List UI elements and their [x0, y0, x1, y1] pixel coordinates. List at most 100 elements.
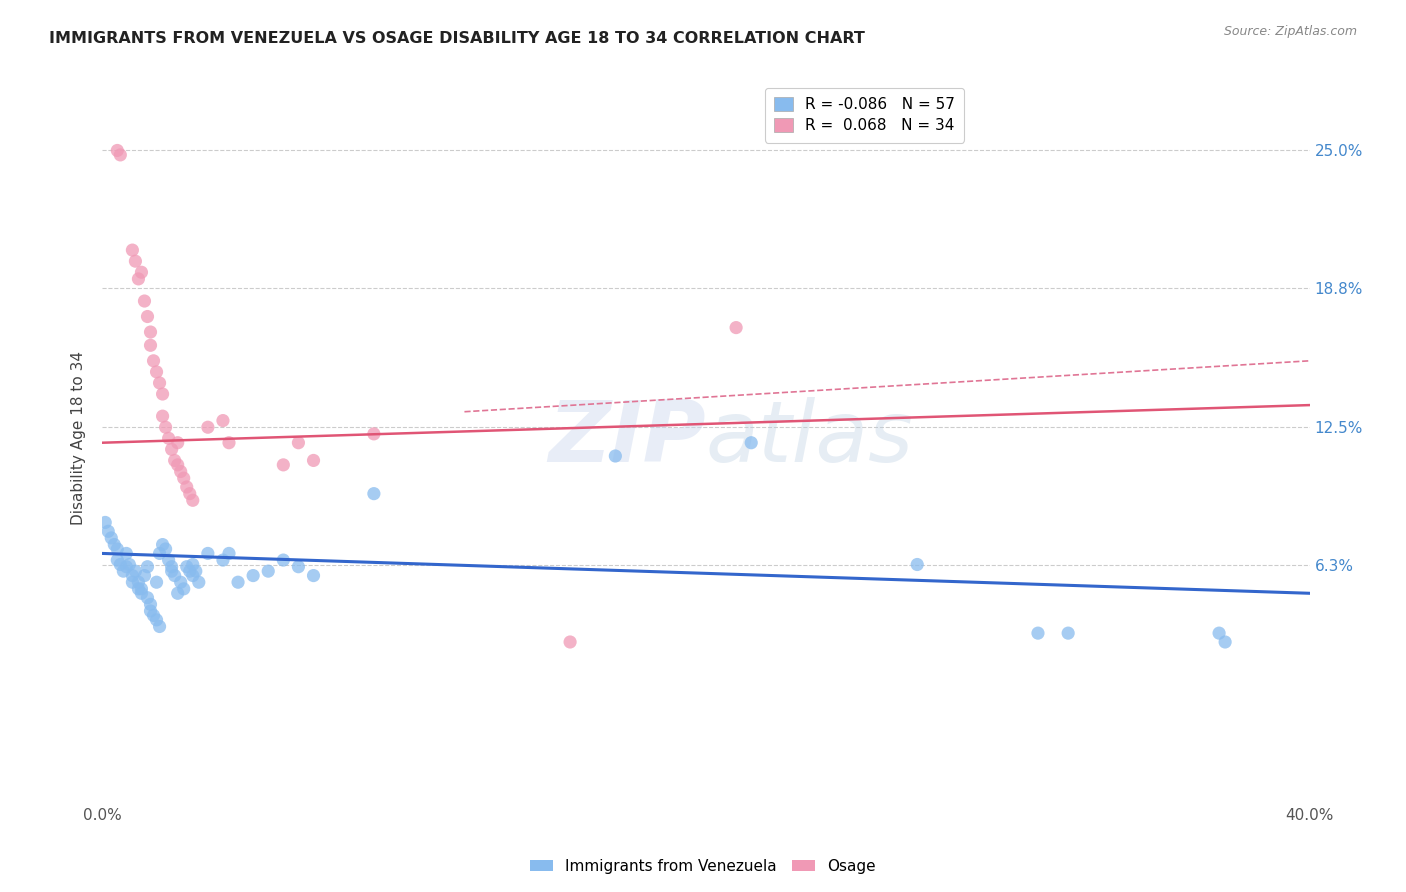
Point	[131, 586, 153, 600]
Point	[103, 538, 125, 552]
Point	[218, 435, 240, 450]
Point	[363, 486, 385, 500]
Point	[226, 575, 249, 590]
Point	[176, 480, 198, 494]
Point	[160, 442, 183, 457]
Point	[160, 564, 183, 578]
Point	[139, 598, 162, 612]
Point	[152, 387, 174, 401]
Point	[110, 148, 132, 162]
Point	[139, 604, 162, 618]
Point	[212, 414, 235, 428]
Point	[212, 553, 235, 567]
Point	[148, 619, 170, 633]
Text: atlas: atlas	[706, 397, 914, 480]
Point	[170, 465, 193, 479]
Point	[197, 546, 219, 560]
Point	[302, 568, 325, 582]
Point	[1213, 635, 1236, 649]
Point	[127, 582, 149, 596]
Point	[127, 272, 149, 286]
Point	[142, 608, 165, 623]
Y-axis label: Disability Age 18 to 34: Disability Age 18 to 34	[72, 351, 86, 525]
Point	[184, 564, 207, 578]
Point	[134, 293, 156, 308]
Point	[100, 531, 122, 545]
Text: ZIP: ZIP	[548, 397, 706, 480]
Point	[118, 558, 141, 572]
Point	[115, 546, 138, 560]
Point	[605, 449, 627, 463]
Point	[181, 568, 204, 582]
Point	[157, 553, 180, 567]
Point	[105, 541, 128, 556]
Point	[170, 575, 193, 590]
Point	[152, 409, 174, 424]
Point	[124, 254, 146, 268]
Point	[152, 538, 174, 552]
Legend: Immigrants from Venezuela, Osage: Immigrants from Venezuela, Osage	[524, 853, 882, 880]
Point	[287, 559, 309, 574]
Point	[166, 435, 188, 450]
Point	[558, 635, 581, 649]
Point	[166, 586, 188, 600]
Point	[273, 458, 295, 472]
Point	[905, 558, 928, 572]
Point	[218, 546, 240, 560]
Point	[131, 265, 153, 279]
Point	[94, 516, 117, 530]
Point	[1208, 626, 1230, 640]
Point	[155, 420, 177, 434]
Point	[142, 353, 165, 368]
Point	[148, 376, 170, 390]
Point	[121, 575, 143, 590]
Point	[157, 431, 180, 445]
Point	[139, 338, 162, 352]
Point	[287, 435, 309, 450]
Point	[740, 435, 762, 450]
Point	[112, 564, 135, 578]
Point	[173, 582, 195, 596]
Point	[179, 486, 201, 500]
Point	[121, 243, 143, 257]
Point	[257, 564, 280, 578]
Point	[97, 524, 120, 539]
Point	[1026, 626, 1049, 640]
Point	[242, 568, 264, 582]
Point	[127, 575, 149, 590]
Point	[136, 559, 159, 574]
Point	[163, 453, 186, 467]
Point	[197, 420, 219, 434]
Point	[155, 541, 177, 556]
Point	[181, 558, 204, 572]
Point	[139, 325, 162, 339]
Point	[176, 559, 198, 574]
Point	[131, 582, 153, 596]
Point	[105, 553, 128, 567]
Point	[110, 558, 132, 572]
Point	[121, 568, 143, 582]
Point	[124, 564, 146, 578]
Point	[136, 310, 159, 324]
Point	[187, 575, 209, 590]
Text: IMMIGRANTS FROM VENEZUELA VS OSAGE DISABILITY AGE 18 TO 34 CORRELATION CHART: IMMIGRANTS FROM VENEZUELA VS OSAGE DISAB…	[49, 31, 865, 46]
Point	[363, 426, 385, 441]
Point	[181, 493, 204, 508]
Point	[273, 553, 295, 567]
Point	[145, 613, 167, 627]
Point	[173, 471, 195, 485]
Point	[105, 144, 128, 158]
Point	[148, 546, 170, 560]
Point	[163, 568, 186, 582]
Point	[145, 575, 167, 590]
Point	[136, 591, 159, 605]
Point	[166, 458, 188, 472]
Point	[134, 568, 156, 582]
Point	[160, 559, 183, 574]
Point	[725, 320, 748, 334]
Point	[179, 564, 201, 578]
Legend: R = -0.086   N = 57, R =  0.068   N = 34: R = -0.086 N = 57, R = 0.068 N = 34	[765, 88, 965, 143]
Point	[145, 365, 167, 379]
Text: Source: ZipAtlas.com: Source: ZipAtlas.com	[1223, 25, 1357, 38]
Point	[1057, 626, 1080, 640]
